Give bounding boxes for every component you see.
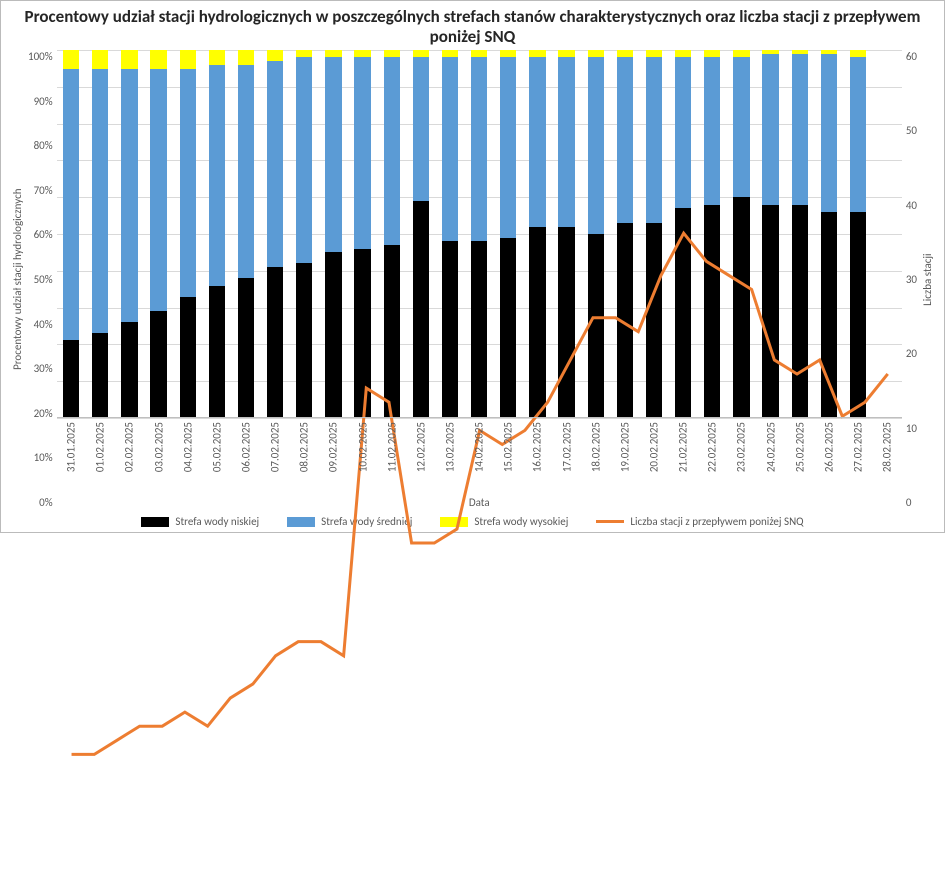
- x-tick-label: 14.02.2025: [473, 422, 486, 472]
- x-tick-label: 10.02.2025: [356, 422, 369, 472]
- x-tick-label: 26.02.2025: [822, 422, 835, 472]
- x-tick-label: 20.02.2025: [647, 422, 660, 472]
- y-right-tick: 30: [906, 273, 917, 286]
- x-tick-label: 22.02.2025: [706, 422, 719, 472]
- x-tick-label: 21.02.2025: [677, 422, 690, 472]
- chart-frame: Procentowy udział stacji hydrologicznych…: [0, 0, 945, 533]
- x-tick-label: 11.02.2025: [385, 422, 398, 472]
- y-left-tick: 0%: [39, 496, 52, 509]
- x-tick-label: 08.02.2025: [298, 422, 311, 472]
- x-tick-label: 31.01.2025: [65, 422, 78, 472]
- x-tick-label: 13.02.2025: [443, 422, 456, 472]
- x-tick-label: 28.02.2025: [881, 422, 894, 472]
- y-right-axis-label: Liczba stacji: [921, 50, 934, 509]
- y-left-tick: 40%: [34, 318, 53, 331]
- x-tick-label: 18.02.2025: [589, 422, 602, 472]
- y-right-tick: 0: [906, 496, 912, 509]
- y-left-tick: 70%: [34, 184, 53, 197]
- y-right-tick: 40: [906, 199, 917, 212]
- x-tick-label: 01.02.2025: [94, 422, 107, 472]
- x-tick-label: 24.02.2025: [764, 422, 777, 472]
- y-left-tick: 60%: [34, 228, 53, 241]
- x-tick-label: 27.02.2025: [851, 422, 864, 472]
- x-tick-label: 12.02.2025: [414, 422, 427, 472]
- plot-area: [57, 50, 902, 418]
- x-tick-label: 02.02.2025: [123, 422, 136, 472]
- y-left-tick: 10%: [34, 451, 53, 464]
- y-right-tick: 20: [906, 347, 917, 360]
- y-right-tick: 60: [906, 50, 917, 63]
- x-axis-ticks: 31.01.2025 01.02.2025 02.02.2025 03.02.2025…: [57, 418, 902, 494]
- chart-title: Procentowy udział stacji hydrologicznych…: [11, 7, 934, 46]
- x-tick-label: 19.02.2025: [618, 422, 631, 472]
- x-tick-label: 15.02.2025: [502, 422, 515, 472]
- y-left-tick: 90%: [34, 95, 53, 108]
- y-left-ticks: 100% 90% 80% 70% 60% 50% 40% 30% 20% 10% 0%: [24, 50, 57, 509]
- y-left-tick: 50%: [34, 273, 53, 286]
- x-tick-label: 04.02.2025: [181, 422, 194, 472]
- x-tick-label: 07.02.2025: [269, 422, 282, 472]
- x-tick-label: 05.02.2025: [210, 422, 223, 472]
- y-left-tick: 20%: [34, 407, 53, 420]
- y-right-tick: 50: [906, 124, 917, 137]
- x-tick-label: 03.02.2025: [152, 422, 165, 472]
- y-left-tick: 30%: [34, 362, 53, 375]
- x-tick-label: 23.02.2025: [735, 422, 748, 472]
- y-left-tick: 100%: [28, 50, 53, 63]
- x-tick-label: 25.02.2025: [793, 422, 806, 472]
- x-tick-label: 09.02.2025: [327, 422, 340, 472]
- y-left-tick: 80%: [34, 139, 53, 152]
- x-tick-label: 16.02.2025: [531, 422, 544, 472]
- y-left-axis-label: Procentowy udział stacji hydrologicznych: [11, 50, 24, 509]
- y-right-tick: 10: [906, 422, 917, 435]
- x-tick-label: 17.02.2025: [560, 422, 573, 472]
- chart-body: Procentowy udział stacji hydrologicznych…: [11, 50, 934, 509]
- x-tick-label: 06.02.2025: [240, 422, 253, 472]
- y-right-ticks: 60 50 40 30 20 10 0: [902, 50, 921, 509]
